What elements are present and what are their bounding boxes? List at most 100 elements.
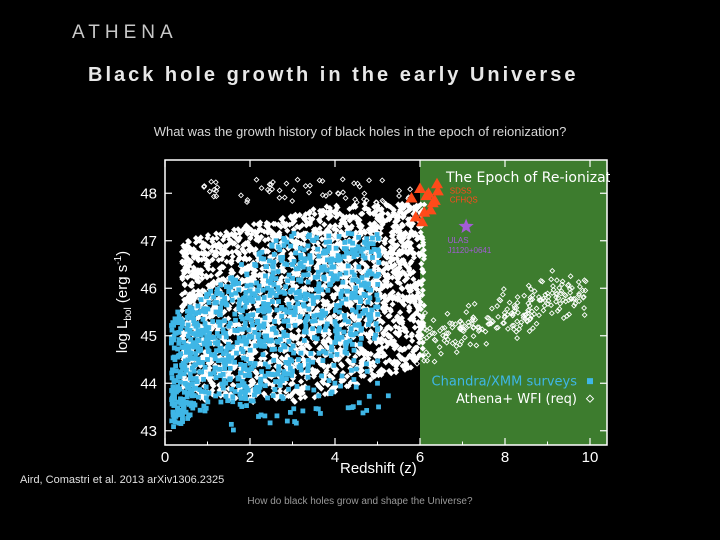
athena-point xyxy=(329,236,336,243)
athena-point xyxy=(485,315,492,322)
chandra-point xyxy=(241,366,246,372)
athena-point xyxy=(212,250,219,257)
athena-point xyxy=(337,260,344,267)
athena-point xyxy=(408,331,415,338)
athena-point xyxy=(511,304,518,311)
chandra-point xyxy=(182,380,188,386)
reionization-band xyxy=(420,160,607,445)
athena-point xyxy=(261,281,268,288)
chandra-point xyxy=(263,264,269,270)
sdss-point xyxy=(416,215,429,227)
chandra-point xyxy=(228,284,234,290)
chandra-point xyxy=(251,291,257,297)
athena-point xyxy=(348,281,355,288)
athena-point xyxy=(406,343,413,350)
chandra-point xyxy=(296,357,301,362)
chandra-point xyxy=(220,357,226,363)
chandra-point xyxy=(228,292,234,298)
athena-point xyxy=(548,310,555,317)
chandra-point xyxy=(271,259,277,265)
athena-point xyxy=(412,285,419,292)
chandra-point xyxy=(312,335,317,341)
chandra-point xyxy=(217,322,223,328)
athena-point xyxy=(414,360,421,367)
chandra-point xyxy=(239,262,244,267)
chandra-point xyxy=(242,304,248,310)
chandra-point xyxy=(208,335,214,341)
chandra-point xyxy=(298,260,304,266)
chandra-point xyxy=(261,309,267,315)
athena-point xyxy=(306,215,313,222)
chandra-point xyxy=(296,277,301,283)
athena-point xyxy=(500,286,507,293)
chandra-point xyxy=(365,299,371,305)
chandra-point xyxy=(184,326,190,332)
chandra-point xyxy=(187,329,193,335)
athena-point xyxy=(575,279,582,285)
y-axis-label: log Lbol (erg s-1) xyxy=(113,251,134,353)
chandra-point xyxy=(272,319,277,324)
athena-point xyxy=(541,297,548,304)
chandra-point xyxy=(247,347,253,353)
chandra-point xyxy=(353,294,359,300)
athena-point xyxy=(518,319,525,326)
chandra-point xyxy=(357,295,363,301)
chandra-point xyxy=(193,341,199,347)
chandra-point xyxy=(339,288,345,294)
chandra-point xyxy=(370,235,375,241)
athena-point xyxy=(470,325,477,331)
athena-point xyxy=(295,340,302,347)
chandra-point xyxy=(211,294,217,300)
athena-point xyxy=(238,269,245,276)
athena-point xyxy=(323,209,330,216)
chandra-point xyxy=(385,393,391,399)
chandra-point xyxy=(337,271,343,277)
chandra-point xyxy=(204,334,210,339)
chandra-point xyxy=(279,258,285,263)
athena-point xyxy=(249,377,256,384)
chandra-point xyxy=(203,324,209,330)
chandra-point xyxy=(216,311,222,317)
athena-point xyxy=(375,350,382,357)
chandra-point xyxy=(240,308,245,314)
chandra-point xyxy=(363,307,369,313)
chandra-point xyxy=(281,318,287,324)
athena-point xyxy=(314,298,321,305)
chandra-point xyxy=(168,340,174,346)
athena-point xyxy=(420,239,427,246)
athena-point xyxy=(327,223,334,230)
y-tick-label: 45 xyxy=(140,328,157,345)
chandra-point xyxy=(225,345,231,350)
athena-point xyxy=(246,255,253,262)
athena-point xyxy=(290,187,297,194)
athena-point xyxy=(407,283,414,290)
athena-point xyxy=(403,333,410,340)
athena-point xyxy=(410,268,417,276)
chandra-point xyxy=(303,328,308,334)
chandra-point xyxy=(375,297,381,303)
chandra-point xyxy=(284,239,290,245)
athena-point xyxy=(444,310,451,317)
chandra-point xyxy=(190,309,196,315)
chandra-point xyxy=(275,285,281,291)
athena-point xyxy=(297,395,304,402)
athena-point xyxy=(264,223,271,230)
athena-point xyxy=(473,342,480,349)
chandra-point xyxy=(282,307,288,313)
chandra-point xyxy=(205,399,211,405)
athena-point xyxy=(320,363,327,370)
chandra-point xyxy=(347,239,353,244)
chandra-point xyxy=(284,376,289,381)
chandra-point xyxy=(215,319,221,325)
chandra-point xyxy=(175,309,181,315)
chandra-point xyxy=(288,309,294,315)
chandra-point xyxy=(201,376,206,382)
athena-point xyxy=(213,243,220,250)
chandra-point xyxy=(316,253,322,259)
chandra-point xyxy=(298,252,303,258)
chandra-point xyxy=(272,386,278,392)
athena-point xyxy=(182,247,190,254)
athena-point xyxy=(514,335,521,342)
chandra-point xyxy=(263,273,268,279)
athena-point xyxy=(267,316,275,323)
